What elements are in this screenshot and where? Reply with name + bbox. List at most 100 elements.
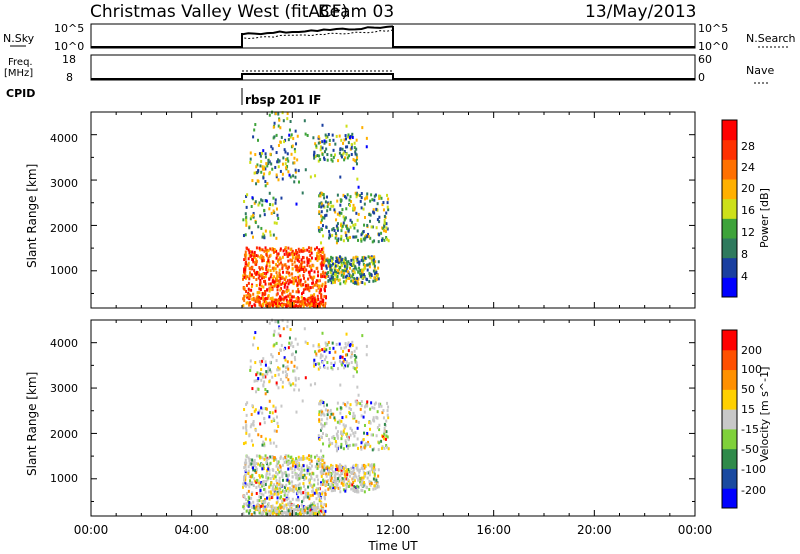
velocity-cell bbox=[259, 456, 262, 460]
power-cell bbox=[335, 224, 338, 228]
velocity-ytick-2000: 2000 bbox=[50, 428, 78, 441]
velocity-cell bbox=[322, 454, 325, 458]
power-cell bbox=[291, 289, 294, 293]
power-cell bbox=[330, 255, 333, 259]
velocity-cell bbox=[348, 343, 351, 347]
velocity-cell bbox=[275, 464, 278, 468]
power-cell bbox=[316, 252, 319, 256]
velocity-cell bbox=[255, 462, 258, 466]
power-cell bbox=[286, 267, 289, 271]
power-cell bbox=[289, 304, 292, 308]
velocity-cell bbox=[279, 455, 282, 459]
power-cell bbox=[372, 259, 375, 263]
power-cell bbox=[244, 233, 247, 237]
velocity-cell bbox=[374, 401, 377, 405]
velocity-cell bbox=[340, 431, 343, 435]
velocity-cell bbox=[345, 444, 348, 448]
velocity-cell bbox=[286, 478, 289, 482]
velocity-cell bbox=[243, 466, 246, 470]
velocity-cell bbox=[355, 400, 358, 404]
power-cell bbox=[273, 284, 276, 288]
power-cell bbox=[266, 302, 269, 306]
power-cell bbox=[346, 193, 349, 197]
power-cell bbox=[300, 266, 303, 270]
velocity-cell bbox=[263, 421, 266, 425]
power-cell bbox=[318, 194, 321, 198]
power-cell bbox=[337, 269, 340, 273]
velocity-cell bbox=[268, 512, 271, 516]
velocity-cell bbox=[332, 489, 335, 493]
power-cell bbox=[354, 223, 357, 227]
velocity-cell bbox=[355, 346, 358, 350]
power-cell bbox=[291, 253, 294, 257]
power-cell bbox=[323, 287, 326, 291]
velocity-cell bbox=[385, 430, 388, 434]
power-cell bbox=[254, 300, 257, 304]
velocity-cell bbox=[281, 505, 284, 509]
power-cell bbox=[292, 302, 295, 306]
power-cell bbox=[324, 284, 327, 288]
colorbar-swatch bbox=[722, 448, 737, 469]
velocity-cell bbox=[297, 490, 300, 494]
power-cell bbox=[248, 273, 251, 277]
power-cell bbox=[279, 140, 282, 144]
velocity-cell bbox=[278, 326, 281, 330]
power-cell bbox=[257, 296, 260, 300]
velocity-cell bbox=[275, 512, 278, 516]
velocity-cell bbox=[248, 481, 251, 485]
velocity-cell bbox=[253, 336, 256, 340]
velocity-cell bbox=[342, 423, 345, 427]
power-cell bbox=[251, 265, 254, 269]
velocity-cell bbox=[248, 434, 251, 438]
power-cell bbox=[363, 273, 366, 277]
power-cell bbox=[302, 247, 305, 251]
power-cell bbox=[309, 296, 312, 300]
velocity-cell bbox=[249, 475, 252, 479]
power-cell bbox=[346, 276, 349, 280]
velocity-cell bbox=[274, 319, 277, 323]
velocity-cell bbox=[387, 447, 390, 451]
power-cell bbox=[248, 267, 251, 271]
power-cell bbox=[297, 275, 300, 279]
power-cell bbox=[363, 223, 366, 227]
power-cell bbox=[365, 136, 368, 140]
velocity-cell bbox=[366, 431, 369, 435]
power-cell bbox=[332, 148, 335, 152]
power-cell bbox=[311, 294, 314, 298]
velocity-cell bbox=[288, 341, 291, 345]
velocity-cell bbox=[342, 429, 345, 433]
power-cell bbox=[347, 229, 350, 233]
velocity-cell bbox=[303, 456, 306, 460]
power-cell bbox=[251, 196, 254, 200]
velocity-cell bbox=[376, 426, 379, 430]
power-cell bbox=[352, 207, 355, 211]
power-cell bbox=[269, 286, 272, 290]
colorbar-swatch bbox=[722, 468, 737, 489]
power-cell bbox=[371, 240, 374, 244]
velocity-cell bbox=[377, 468, 380, 472]
power-cell bbox=[299, 282, 302, 286]
power-cell bbox=[285, 158, 288, 162]
velocity-cell bbox=[277, 425, 280, 429]
power-cell bbox=[297, 299, 300, 303]
power-cell bbox=[312, 153, 315, 157]
velocity-cell bbox=[265, 407, 268, 411]
velocity-cell bbox=[279, 496, 282, 500]
power-cell bbox=[283, 148, 286, 152]
power-cell bbox=[355, 138, 358, 142]
velocity-cell bbox=[322, 507, 325, 511]
velocity-cell bbox=[258, 454, 261, 458]
power-cell bbox=[294, 265, 297, 269]
velocity-cell bbox=[266, 390, 269, 394]
power-cell bbox=[261, 267, 264, 271]
velocity-cell bbox=[245, 413, 248, 417]
power-cell bbox=[336, 264, 339, 268]
velocity-cell bbox=[295, 505, 298, 509]
power-cell bbox=[383, 218, 386, 222]
power-cell bbox=[359, 199, 362, 203]
velocity-cell bbox=[315, 510, 318, 514]
velocity-cell bbox=[302, 457, 305, 461]
velocity-cell bbox=[314, 382, 317, 386]
power-cell bbox=[296, 296, 299, 300]
velocity-cell bbox=[275, 341, 278, 345]
